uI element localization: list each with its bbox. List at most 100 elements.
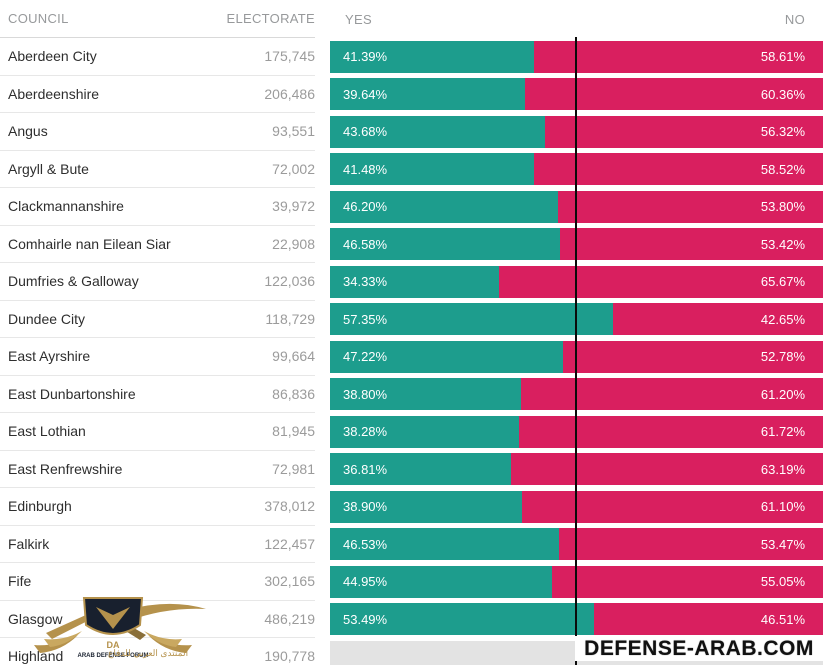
row-left-cells: Edinburgh 378,012: [0, 488, 315, 526]
bar-track: 43.68% 56.32%: [330, 115, 823, 148]
council-name: Angus: [8, 123, 48, 140]
no-bar: 42.65%: [612, 303, 823, 336]
electorate-value: 99,664: [272, 348, 315, 365]
table-row: Aberdeenshire 206,486 39.64% 60.36%: [0, 76, 823, 113]
electorate-value: 39,972: [272, 198, 315, 215]
no-label: 42.65%: [760, 311, 805, 327]
column-header-electorate: ELECTORATE: [226, 11, 315, 26]
no-label: 58.52%: [760, 161, 805, 177]
council-name: Glasgow: [8, 610, 63, 627]
no-bar: 52.78%: [562, 340, 823, 373]
row-left-cells: East Lothian 81,945: [0, 413, 315, 451]
electorate-value: 206,486: [264, 85, 315, 102]
no-bar: 65.67%: [499, 265, 823, 298]
yes-bar: 34.33%: [330, 265, 500, 298]
table-row: Argyll & Bute 72,002 41.48% 58.52%: [0, 151, 823, 188]
bar-track: 34.33% 65.67%: [330, 265, 823, 298]
row-left-cells: Argyll & Bute 72,002: [0, 151, 315, 188]
bar-track: 38.90% 61.10%: [330, 490, 823, 523]
row-left-cells: Aberdeenshire 206,486: [0, 76, 315, 113]
electorate-value: 190,778: [264, 648, 315, 665]
no-label: 53.80%: [760, 199, 805, 215]
council-name: East Dunbartonshire: [8, 385, 136, 402]
no-bar: 61.20%: [521, 378, 823, 411]
yes-bar: 36.81%: [330, 453, 512, 486]
yes-bar: 38.90%: [330, 490, 522, 523]
no-bar: 53.42%: [559, 228, 823, 261]
bar-track: 41.48% 58.52%: [330, 153, 823, 186]
no-bar: 58.61%: [534, 40, 823, 73]
table-row: Dumfries & Galloway 122,036 34.33% 65.67…: [0, 263, 823, 301]
yes-label: 43.68%: [343, 124, 388, 140]
no-bar: 53.80%: [557, 190, 823, 223]
yes-label: 34.33%: [343, 274, 388, 290]
electorate-value: 118,729: [265, 310, 315, 327]
yes-label: 53.49%: [343, 611, 388, 627]
no-label: 52.78%: [760, 349, 805, 365]
no-label: 55.05%: [760, 574, 805, 590]
table-row: East Dunbartonshire 86,836 38.80% 61.20%: [0, 376, 823, 413]
table-row: East Lothian 81,945 38.28% 61.72%: [0, 413, 823, 451]
electorate-value: 378,012: [264, 498, 315, 515]
bar-track: 46.53% 53.47%: [330, 528, 823, 561]
council-name: Dundee City: [8, 310, 86, 327]
row-left-cells: Falkirk 122,457: [0, 526, 315, 563]
no-bar: 58.52%: [534, 153, 823, 186]
council-name: Highland: [8, 648, 64, 665]
council-name: Falkirk: [8, 535, 50, 552]
row-left-cells: Angus 93,551: [0, 113, 315, 151]
table-row: Dundee City 118,729 57.35% 42.65%: [0, 301, 823, 338]
no-label: 61.10%: [760, 499, 805, 515]
bar-track: 38.80% 61.20%: [330, 378, 823, 411]
council-name: East Renfrewshire: [8, 460, 123, 477]
row-left-cells: East Ayrshire 99,664: [0, 338, 315, 376]
table-row: Comhairle nan Eilean Siar 22,908 46.58% …: [0, 226, 823, 263]
yes-label: 46.20%: [343, 199, 388, 215]
yes-bar: 41.48%: [330, 153, 535, 186]
electorate-value: 72,002: [272, 160, 315, 177]
council-name: Aberdeenshire: [8, 85, 100, 102]
yes-label: 38.90%: [343, 499, 388, 515]
yes-bar: 38.80%: [330, 378, 522, 411]
column-header-council: COUNCIL: [8, 11, 69, 26]
bar-track: 57.35% 42.65%: [330, 303, 823, 336]
electorate-value: 486,219: [264, 610, 315, 627]
yes-label: 41.39%: [343, 49, 388, 65]
row-left-cells: Dundee City 118,729: [0, 301, 315, 338]
table-header: COUNCIL ELECTORATE YES NO: [0, 0, 823, 38]
row-left-cells: Highland 190,778: [0, 638, 315, 665]
no-label: 61.20%: [760, 386, 805, 402]
electorate-value: 86,836: [272, 385, 315, 402]
table-row: Angus 93,551 43.68% 56.32%: [0, 113, 823, 151]
electorate-value: 302,165: [264, 573, 315, 590]
table-row: Glasgow 486,219 53.49% 46.51%: [0, 601, 823, 638]
row-left-cells: Glasgow 486,219: [0, 601, 315, 638]
no-label: 65.67%: [760, 274, 805, 290]
no-label: 60.36%: [760, 86, 805, 102]
yes-bar: 47.22%: [330, 340, 563, 373]
electorate-value: 93,551: [272, 123, 315, 140]
bar-track: 36.81% 63.19%: [330, 453, 823, 486]
no-label: 56.32%: [760, 124, 805, 140]
electorate-value: 72,981: [272, 460, 315, 477]
bar-track: 44.95% 55.05%: [330, 565, 823, 598]
no-label: 61.72%: [760, 424, 805, 440]
table-header-left: COUNCIL ELECTORATE: [0, 0, 315, 38]
no-label: 63.19%: [760, 461, 805, 477]
no-bar: 60.36%: [525, 78, 823, 111]
electorate-value: 22,908: [272, 235, 315, 252]
no-bar: 46.51%: [593, 603, 823, 636]
yes-bar: 57.35%: [330, 303, 613, 336]
table-row: East Ayrshire 99,664 47.22% 52.78%: [0, 338, 823, 376]
table-row: Falkirk 122,457 46.53% 53.47%: [0, 526, 823, 563]
council-name: Comhairle nan Eilean Siar: [8, 235, 171, 252]
no-bar: 55.05%: [551, 565, 823, 598]
council-name: Clackmannanshire: [8, 198, 124, 215]
column-header-no: NO: [784, 11, 805, 27]
council-name: Argyll & Bute: [8, 160, 89, 177]
no-label: 53.42%: [760, 236, 805, 252]
yes-bar: 46.20%: [330, 190, 558, 223]
table-row: Clackmannanshire 39,972 46.20% 53.80%: [0, 188, 823, 226]
yes-label: 46.58%: [343, 236, 388, 252]
